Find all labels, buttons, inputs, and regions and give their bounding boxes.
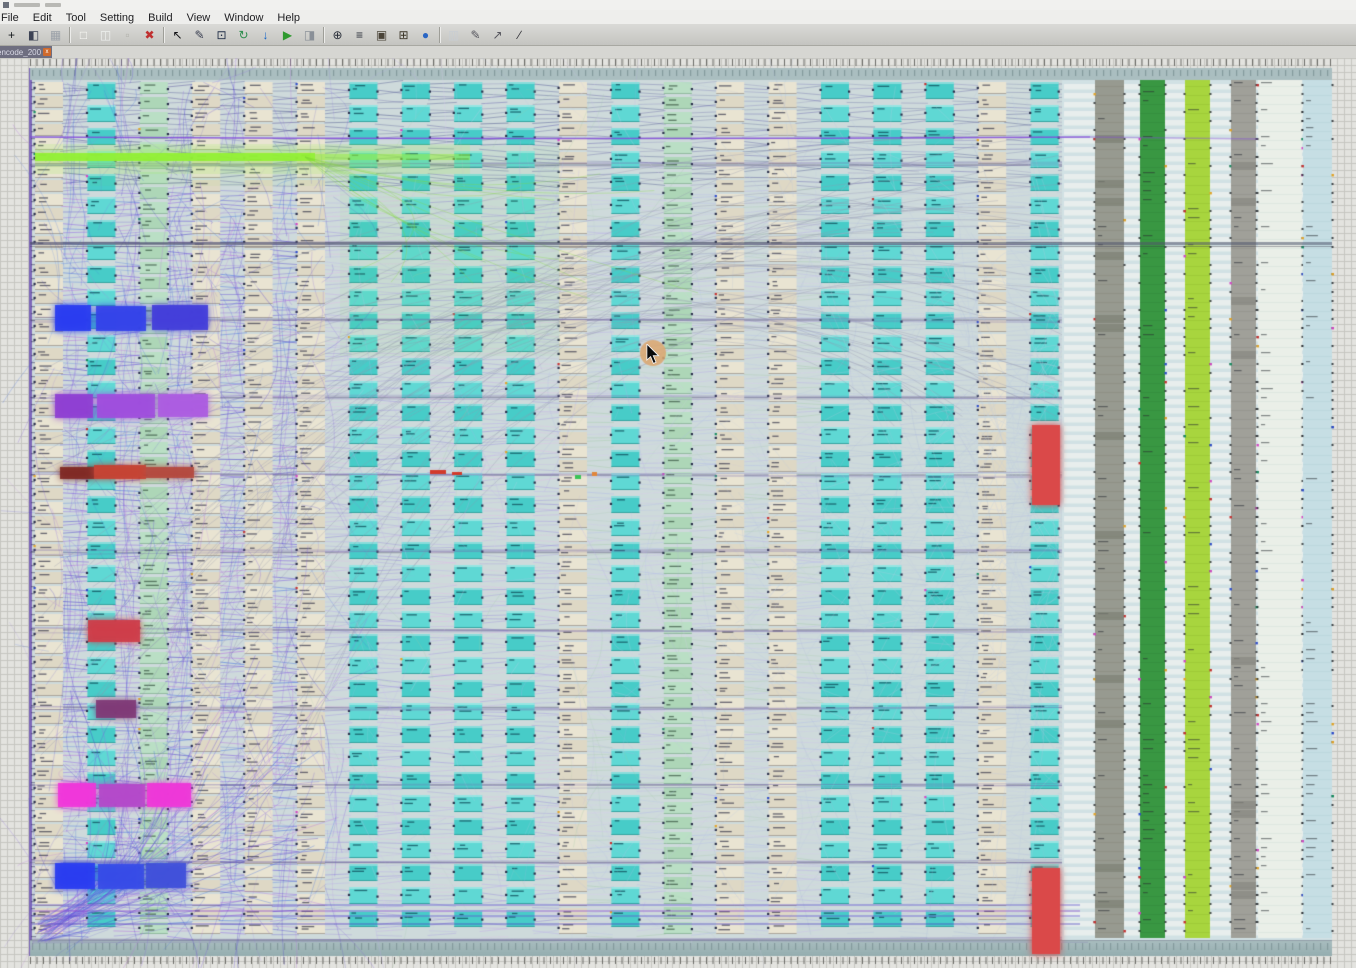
- save-icon: ▦: [49, 27, 62, 42]
- window-title-2: [45, 3, 61, 7]
- wafer-view-icon: ⊕: [332, 27, 343, 42]
- download-button[interactable]: ↓: [255, 25, 276, 44]
- toolbar: + ◧ ▦ □ ◫ ▫ ✖ ↖ ✎ ⊡ ↻ ↓ ▶ ◨ ⊕ ≡ ▣ ⊞ ● ▥ ✎ ↗ ∕: [0, 24, 1356, 46]
- run-button[interactable]: ▶: [277, 25, 298, 44]
- view-report-icon: ◨: [303, 27, 316, 42]
- probe-pin-icon: ✎: [194, 27, 205, 42]
- placement-canvas[interactable]: [0, 58, 1356, 968]
- report-doc-button[interactable]: ▥: [443, 25, 464, 44]
- pencil-button[interactable]: ∕: [509, 25, 530, 44]
- download-icon: ↓: [262, 27, 269, 42]
- menu-edit[interactable]: Edit: [32, 12, 52, 24]
- delete-button[interactable]: ✖: [139, 25, 160, 44]
- save-button[interactable]: ▦: [45, 25, 66, 44]
- select-cursor-icon: ↖: [172, 27, 183, 42]
- zoom-area-icon: ⊡: [216, 27, 227, 42]
- globe-button[interactable]: ●: [415, 25, 436, 44]
- add-button[interactable]: +: [1, 25, 22, 44]
- workspace: [0, 58, 1356, 968]
- menu-window[interactable]: Window: [224, 12, 264, 24]
- window-title: [14, 3, 40, 7]
- select-cursor-button[interactable]: ↖: [167, 25, 188, 44]
- refresh-button[interactable]: ↻: [233, 25, 254, 44]
- add-icon: +: [7, 27, 15, 42]
- view-report-button[interactable]: ◨: [299, 25, 320, 44]
- copy-file-button[interactable]: ◫: [95, 25, 116, 44]
- menu-build[interactable]: Build: [148, 12, 173, 24]
- app-icon: [3, 2, 9, 8]
- tab-encode-200[interactable]: encode_200 x: [0, 46, 52, 58]
- placeholder-button[interactable]: ▫: [117, 25, 138, 44]
- probe-pin-button[interactable]: ✎: [189, 25, 210, 44]
- draw-line-button[interactable]: ✎: [465, 25, 486, 44]
- open-project-button[interactable]: ◧: [23, 25, 44, 44]
- menu-tool[interactable]: Tool: [65, 12, 86, 24]
- copy-file-icon: ◫: [99, 27, 112, 42]
- menu-help[interactable]: Help: [277, 12, 301, 24]
- menu-bar: File Edit Tool Setting Build View Window Help: [0, 10, 1356, 24]
- new-file-button[interactable]: □: [73, 25, 94, 44]
- toolbar-separator: [439, 26, 440, 43]
- zoom-area-button[interactable]: ⊡: [211, 25, 232, 44]
- adjust-settings-icon: ≡: [355, 27, 363, 42]
- refresh-icon: ↻: [238, 27, 249, 42]
- menu-setting[interactable]: Setting: [99, 12, 135, 24]
- export-chip-icon: ⊞: [398, 27, 409, 42]
- delete-icon: ✖: [144, 27, 155, 42]
- pencil-icon: ∕: [518, 27, 521, 42]
- run-icon: ▶: [282, 27, 293, 42]
- toolbar-separator: [163, 26, 164, 43]
- draw-arc-icon: ↗: [492, 27, 503, 42]
- tab-bar: encode_200 x: [0, 46, 1356, 58]
- toolbar-separator: [69, 26, 70, 43]
- open-project-icon: ◧: [27, 27, 40, 42]
- wafer-view-button[interactable]: ⊕: [327, 25, 348, 44]
- report-doc-icon: ▥: [447, 27, 460, 42]
- tab-close-icon[interactable]: x: [43, 48, 52, 56]
- package-view-icon: ▣: [375, 27, 388, 42]
- new-file-icon: □: [79, 27, 88, 42]
- placeholder-icon: ▫: [125, 27, 130, 42]
- draw-arc-button[interactable]: ↗: [487, 25, 508, 44]
- draw-line-icon: ✎: [470, 27, 481, 42]
- export-chip-button[interactable]: ⊞: [393, 25, 414, 44]
- tab-label: encode_200: [0, 47, 42, 57]
- package-view-button[interactable]: ▣: [371, 25, 392, 44]
- toolbar-separator: [323, 26, 324, 43]
- adjust-settings-button[interactable]: ≡: [349, 25, 370, 44]
- globe-icon: ●: [421, 27, 430, 42]
- menu-view[interactable]: View: [186, 12, 211, 24]
- menu-file[interactable]: File: [1, 12, 19, 24]
- title-bar: [0, 0, 1356, 10]
